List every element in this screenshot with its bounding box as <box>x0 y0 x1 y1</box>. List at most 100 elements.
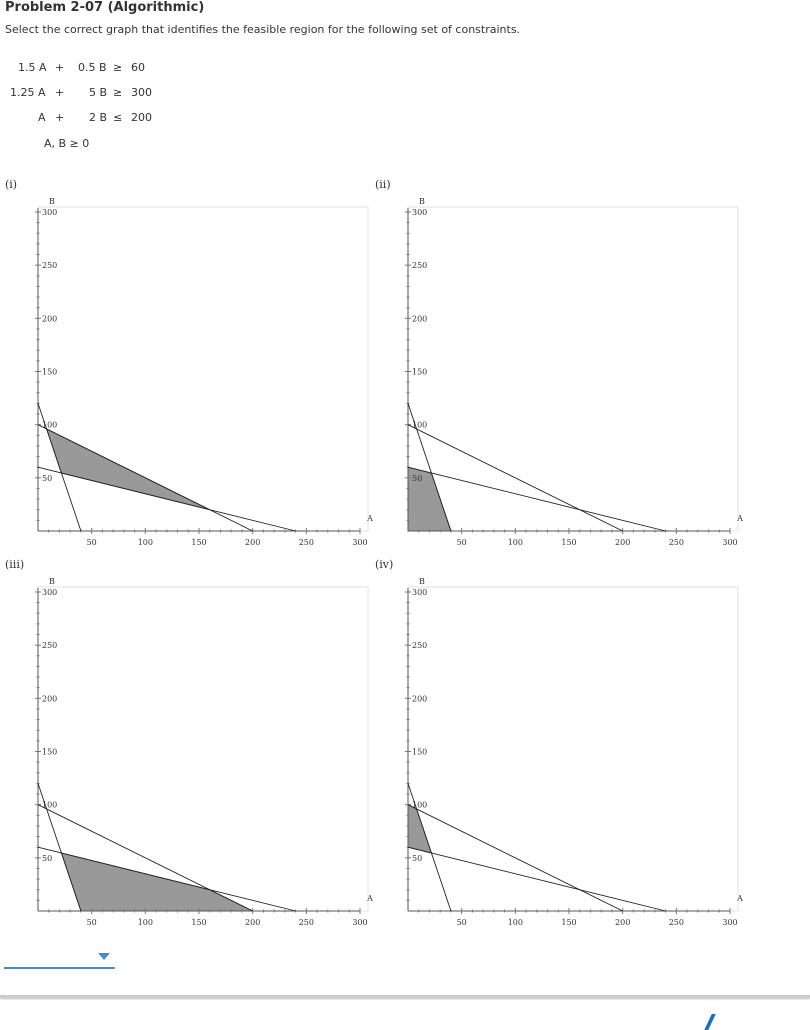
constraint-line <box>407 783 452 912</box>
x-tick-label: 250 <box>669 918 684 927</box>
previous-icon[interactable] <box>704 1014 716 1030</box>
x-axis-label: A <box>366 894 373 903</box>
x-tick-label: 200 <box>615 538 630 547</box>
x-tick-label: 200 <box>615 918 630 927</box>
x-tick-label: 300 <box>352 918 367 927</box>
x-tick-label: 150 <box>561 918 576 927</box>
constraint-line <box>37 783 82 912</box>
constraint-line <box>37 846 296 912</box>
x-tick-label: 250 <box>669 538 684 547</box>
plus: + <box>55 111 65 124</box>
x-tick-label: 100 <box>508 538 523 547</box>
question-prompt: Select the correct graph that identifies… <box>5 23 521 36</box>
x-axis-label: A <box>736 514 743 523</box>
y-axis-label: B <box>419 197 425 206</box>
constraint-line <box>37 403 82 532</box>
constraint-line <box>407 846 666 912</box>
graph-i: (i) 50 100 150 200 250 300 50 100 150 200 250 300 A B <box>0 175 400 555</box>
y-tick-label: 300 <box>42 208 57 217</box>
graph-label: (i) <box>5 178 18 191</box>
x-tick-label: 50 <box>457 538 467 547</box>
y-axis-label: B <box>419 577 425 586</box>
rhs: 200 <box>131 111 152 124</box>
constraint-line <box>407 804 623 912</box>
coef-a: A <box>38 111 46 124</box>
coef-a: 1.5 A <box>18 61 47 74</box>
chart-svg: 50 100 150 200 250 300 50 100 150 200 250 300 A B <box>405 577 743 927</box>
y-tick-label: 50 <box>412 854 422 863</box>
y-tick-label: 250 <box>42 641 57 650</box>
constraint-line <box>37 424 253 532</box>
plus: + <box>55 86 65 99</box>
y-tick-label: 50 <box>412 474 422 483</box>
graph-label: (ii) <box>375 178 391 191</box>
plot-frame <box>37 206 369 532</box>
y-tick-label: 200 <box>42 694 57 703</box>
coef-b: 0.5 B <box>78 61 107 74</box>
x-tick-label: 300 <box>722 538 737 547</box>
x-tick-label: 300 <box>722 918 737 927</box>
y-tick-label: 200 <box>412 314 427 323</box>
graph-label: (iv) <box>375 558 394 571</box>
y-tick-label: 300 <box>412 208 427 217</box>
y-tick-label: 250 <box>42 261 57 270</box>
feasible-region <box>407 804 433 854</box>
x-tick-label: 150 <box>561 538 576 547</box>
constraint-line <box>407 424 623 532</box>
plot-frame <box>407 586 739 912</box>
y-tick-label: 100 <box>412 801 427 810</box>
chart-svg: 50 100 150 200 250 300 50 100 150 200 250 300 A B <box>35 197 373 547</box>
nonnegativity: A, B ≥ 0 <box>44 137 90 150</box>
relation: ≥ <box>113 61 123 74</box>
y-axis-label: B <box>49 577 55 586</box>
chart-svg: 50 100 150 200 250 300 50 100 150 200 250 300 A B <box>35 577 373 927</box>
rhs: 60 <box>131 61 145 74</box>
y-tick-label: 200 <box>412 694 427 703</box>
y-axis-label: B <box>49 197 55 206</box>
relation: ≤ <box>113 111 123 124</box>
rhs: 300 <box>131 86 152 99</box>
x-tick-label: 150 <box>191 918 206 927</box>
y-tick-label: 50 <box>42 474 52 483</box>
y-tick-label: 150 <box>412 368 427 377</box>
x-axis-label: A <box>736 894 743 903</box>
problem-title: Problem 2-07 (Algorithmic) <box>5 0 205 15</box>
graph-ii: (ii) 50 100 150 200 250 300 50 100 150 200 250 300 A B <box>370 175 770 555</box>
y-tick-label: 100 <box>42 801 57 810</box>
x-tick-label: 100 <box>138 918 153 927</box>
y-tick-label: 150 <box>42 748 57 757</box>
constraint-line <box>407 403 452 532</box>
coef-b: 5 B <box>89 86 108 99</box>
plot-frame <box>407 206 739 532</box>
x-tick-label: 50 <box>87 538 97 547</box>
caret-down-icon[interactable] <box>98 953 110 960</box>
constraint-line <box>37 804 253 912</box>
y-tick-label: 150 <box>412 748 427 757</box>
graph-iii: (iii) 50 100 150 200 250 300 50 100 150 200 250 300 A… <box>0 555 400 935</box>
y-tick-label: 100 <box>42 421 57 430</box>
answer-dropdown[interactable] <box>4 949 115 969</box>
x-tick-label: 50 <box>457 918 467 927</box>
coef-a: 1.25 A <box>10 86 46 99</box>
relation: ≥ <box>113 86 123 99</box>
y-tick-label: 150 <box>42 368 57 377</box>
y-tick-label: 200 <box>42 314 57 323</box>
y-tick-label: 300 <box>412 588 427 597</box>
graph-iv: (iv) 50 100 150 200 250 300 50 100 150 200 250 300 A B <box>370 555 770 935</box>
constraint-line <box>37 466 296 532</box>
graph-label: (iii) <box>5 558 25 571</box>
chart-svg: 50 100 150 200 250 300 50 100 150 200 250 300 A B <box>405 197 743 547</box>
feasible-region <box>60 852 253 912</box>
x-tick-label: 100 <box>508 918 523 927</box>
y-tick-label: 300 <box>42 588 57 597</box>
y-tick-label: 50 <box>42 854 52 863</box>
x-tick-label: 50 <box>87 918 97 927</box>
x-axis-label: A <box>366 514 373 523</box>
y-tick-label: 250 <box>412 641 427 650</box>
x-tick-label: 200 <box>245 538 260 547</box>
coef-b: 2 B <box>89 111 108 124</box>
x-tick-label: 250 <box>299 538 314 547</box>
x-tick-label: 300 <box>352 538 367 547</box>
x-tick-label: 150 <box>191 538 206 547</box>
y-tick-label: 100 <box>412 421 427 430</box>
